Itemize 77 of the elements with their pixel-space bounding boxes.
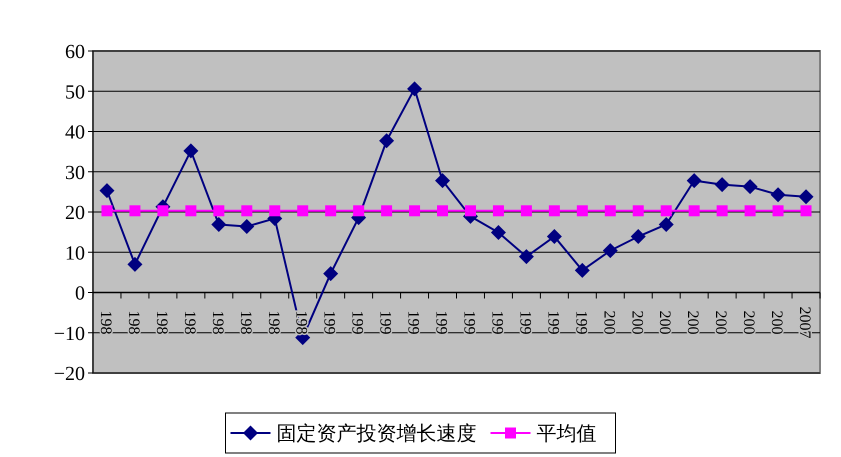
- y-tick-label: −20: [54, 363, 85, 385]
- point: [211, 216, 226, 232]
- point: [800, 205, 812, 216]
- x-tick-label: 199: [516, 310, 534, 334]
- x-tick-label: 199: [320, 310, 338, 334]
- x-tick-label: 198: [124, 310, 142, 334]
- legend-label: 平均值: [536, 421, 596, 445]
- point: [325, 205, 336, 216]
- point: [744, 205, 756, 216]
- point: [632, 205, 644, 216]
- point: [101, 205, 112, 216]
- legend-label: 固定资产投资增长速度: [276, 421, 476, 445]
- point: [129, 205, 140, 216]
- y-tick-label: 50: [65, 81, 85, 104]
- x-tick-label: 199: [432, 310, 450, 334]
- point: [409, 205, 420, 216]
- y-tick-label: 20: [65, 202, 85, 224]
- point: [297, 205, 308, 216]
- point: [604, 205, 616, 216]
- point: [574, 262, 590, 278]
- point: [323, 266, 338, 282]
- y-tick-label: 30: [65, 162, 85, 184]
- point: [688, 205, 700, 216]
- x-tick-label: 2007: [796, 306, 814, 338]
- point: [381, 205, 392, 216]
- x-tick-label: 199: [488, 310, 506, 334]
- x-tick-label: 199: [348, 310, 366, 334]
- x-tick-label: 199: [404, 310, 422, 334]
- x-tick-label: 198: [208, 310, 226, 334]
- y-tick-label: 40: [65, 122, 85, 144]
- point: [548, 205, 560, 216]
- point: [239, 218, 254, 234]
- point: [99, 183, 114, 198]
- point: [157, 205, 168, 216]
- x-tick-label: 199: [572, 310, 590, 334]
- point: [630, 229, 646, 244]
- point: [602, 243, 618, 258]
- x-tick-label: 199: [460, 310, 478, 334]
- point: [716, 205, 728, 216]
- point: [183, 143, 198, 158]
- point: [437, 205, 448, 216]
- point: [185, 205, 196, 216]
- point: [241, 205, 252, 216]
- x-tick-label: 198: [292, 310, 310, 334]
- point: [798, 189, 814, 204]
- x-tick-label: 199: [376, 310, 394, 334]
- x-tick-label: 198: [236, 310, 254, 334]
- y-tick-label: −10: [54, 322, 85, 345]
- point: [213, 205, 224, 216]
- point: [520, 205, 532, 216]
- point: [658, 216, 674, 232]
- point: [518, 249, 534, 264]
- x-tick-label: 198: [152, 310, 170, 334]
- point: [742, 179, 758, 194]
- x-tick-label: 198: [264, 310, 282, 334]
- point: [353, 205, 364, 216]
- point: [490, 225, 506, 240]
- x-tick-label: 198: [180, 310, 198, 334]
- point: [546, 229, 562, 244]
- point: [127, 256, 142, 272]
- y-tick-label: 10: [65, 242, 85, 264]
- point: [407, 81, 422, 96]
- point: [492, 205, 504, 216]
- point: [464, 205, 476, 216]
- point: [379, 133, 394, 148]
- point: [686, 173, 702, 188]
- point: [435, 173, 450, 188]
- point: [269, 205, 280, 216]
- point: [660, 205, 672, 216]
- x-tick-label: 198: [96, 310, 114, 334]
- y-tick-label: 0: [75, 282, 85, 304]
- y-tick-label: 60: [65, 41, 85, 63]
- point: [576, 205, 588, 216]
- x-tick-label: 199: [544, 310, 562, 334]
- point: [714, 177, 730, 192]
- point: [772, 205, 784, 216]
- point: [770, 187, 786, 202]
